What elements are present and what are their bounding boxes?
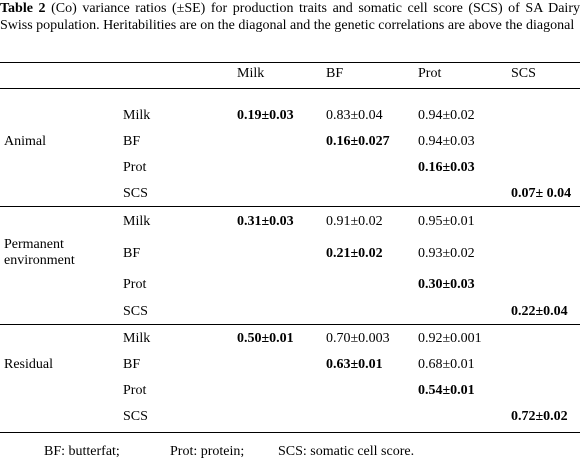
value-cell: 0.31±0.03 [237,214,294,229]
row-trait: Prot [123,160,147,175]
bottom-rule [0,432,580,433]
value-cell: 0.54±0.01 [418,383,475,398]
row-trait: Prot [123,383,147,398]
value-cell: 0.92±0.001 [418,331,482,346]
footnote-prot: Prot: protein; [170,444,245,459]
value-cell: 0.19±0.03 [237,108,294,123]
group-label-animal: Animal [4,134,46,149]
value-cell: 0.63±0.01 [326,357,383,372]
value-cell: 0.72±0.02 [511,409,568,424]
value-cell: 0.50±0.01 [237,331,294,346]
value-cell: 0.91±0.02 [326,214,383,229]
group-label-line: Permanent [4,237,64,252]
value-cell: 0.16±0.03 [418,160,475,175]
row-trait: BF [123,357,141,372]
group-label-residual: Residual [4,357,53,372]
row-trait: BF [123,246,141,261]
value-cell: 0.93±0.02 [418,246,475,261]
table-caption: Table 2 (Co) variance ratios (±SE) for p… [0,0,580,34]
value-cell: 0.94±0.02 [418,108,475,123]
column-header-milk: Milk [237,66,265,81]
column-header-prot: Prot [418,66,442,81]
group-rule [0,206,580,207]
value-cell: 0.30±0.03 [418,277,475,292]
value-cell: 0.07± 0.04 [511,186,572,201]
header-rule [0,88,580,89]
table-number: Table 2 [0,1,46,16]
column-header-scs: SCS [511,66,536,81]
row-trait: BF [123,134,141,149]
row-trait: Prot [123,277,147,292]
value-cell: 0.94±0.03 [418,134,475,149]
row-trait: Milk [123,331,151,346]
group-label-permanent-environment: Permanent environment [4,237,75,269]
value-cell: 0.83±0.04 [326,108,383,123]
value-cell: 0.16±0.027 [326,134,390,149]
footnote-scs: SCS: somatic cell score. [278,444,415,459]
value-cell: 0.68±0.01 [418,357,475,372]
value-cell: 0.22±0.04 [511,304,568,319]
value-cell: 0.95±0.01 [418,214,475,229]
group-rule [0,324,580,325]
row-trait: Milk [123,214,151,229]
column-header-bf: BF [326,66,344,81]
group-label-line: environment [4,253,75,268]
row-trait: SCS [123,409,148,424]
value-cell: 0.70±0.003 [326,331,390,346]
row-trait: SCS [123,304,148,319]
value-cell: 0.21±0.02 [326,246,383,261]
row-trait: SCS [123,186,148,201]
row-trait: Milk [123,108,151,123]
footnote-bf: BF: butterfat; [44,444,120,459]
caption-text: (Co) variance ratios (±SE) for productio… [0,1,580,33]
top-rule [0,62,580,63]
